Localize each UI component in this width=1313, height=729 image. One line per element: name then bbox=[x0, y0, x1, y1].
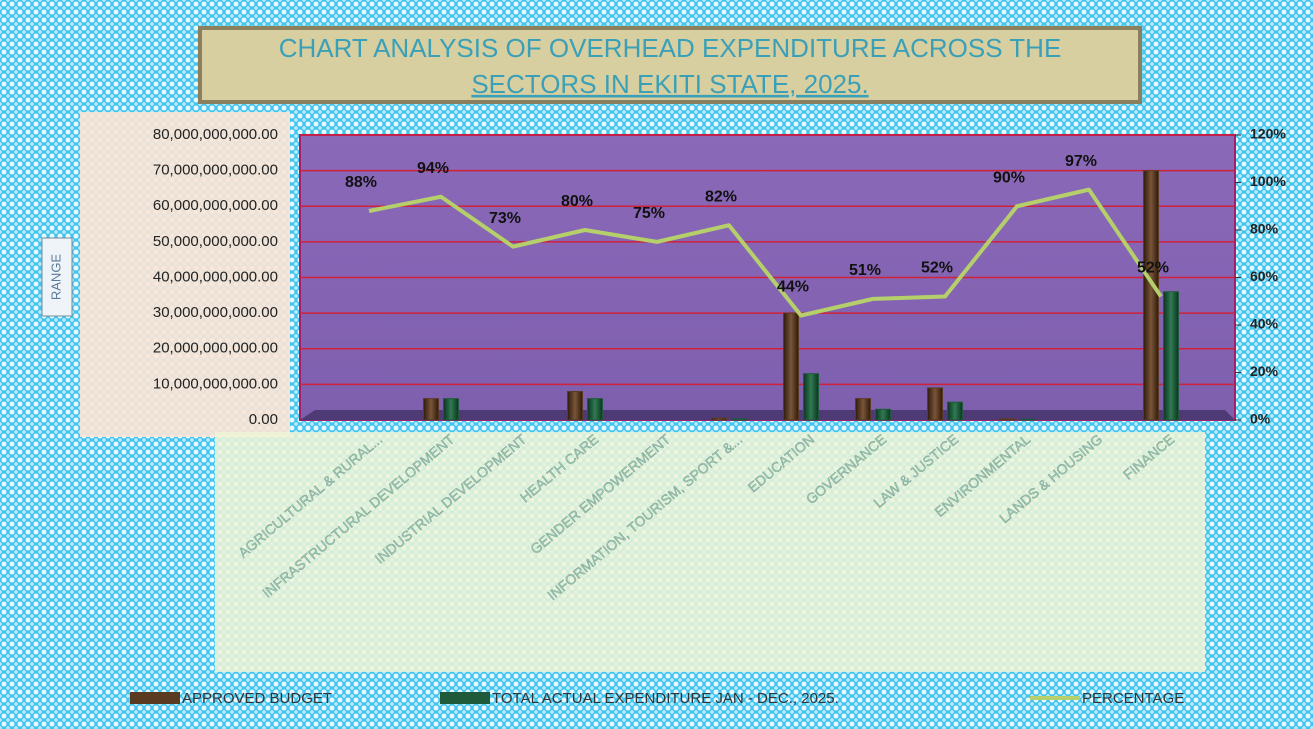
y-tick-label: 50,000,000,000.00 bbox=[153, 233, 278, 250]
bar bbox=[423, 398, 439, 421]
bar bbox=[567, 391, 583, 421]
y-tick-label: 70,000,000,000.00 bbox=[153, 162, 278, 179]
chart-title: SECTORS IN EKITI STATE, 2025. bbox=[471, 69, 868, 99]
legend-label: TOTAL ACTUAL EXPENDITURE JAN - DEC., 202… bbox=[492, 690, 839, 707]
x-label-panel bbox=[215, 432, 1205, 672]
bar bbox=[783, 312, 799, 421]
data-label: 94% bbox=[417, 160, 449, 177]
y-tick-label: 10,000,000,000.00 bbox=[153, 375, 278, 392]
bar bbox=[1019, 418, 1035, 421]
legend-label: APPROVED BUDGET bbox=[182, 690, 332, 707]
y2-tick-label: 120% bbox=[1250, 126, 1286, 142]
bar bbox=[999, 418, 1015, 421]
bar bbox=[1163, 291, 1179, 421]
chart-title: CHART ANALYSIS OF OVERHEAD EXPENDITURE A… bbox=[279, 33, 1062, 63]
bar bbox=[803, 373, 819, 421]
percentage-line bbox=[368, 187, 1163, 318]
y-tick-label: 30,000,000,000.00 bbox=[153, 304, 278, 321]
bar bbox=[711, 417, 727, 421]
data-label: 44% bbox=[777, 279, 809, 296]
y2-tick-label: 60% bbox=[1250, 268, 1279, 284]
title-box bbox=[198, 26, 1142, 104]
bar bbox=[875, 408, 891, 421]
bar bbox=[855, 398, 871, 421]
data-label: 75% bbox=[633, 205, 665, 222]
data-label: 82% bbox=[705, 188, 737, 205]
data-label: 52% bbox=[1137, 260, 1169, 277]
y-axis-panel bbox=[80, 112, 290, 437]
y2-tick-label: 20% bbox=[1250, 363, 1279, 379]
y2-tick-label: 100% bbox=[1250, 173, 1286, 189]
legend-swatch bbox=[440, 692, 490, 704]
y-axis-title-box bbox=[41, 237, 73, 317]
data-label: 80% bbox=[561, 193, 593, 210]
data-label: 73% bbox=[489, 210, 521, 227]
legend-swatch bbox=[130, 692, 180, 704]
y-tick-label: 40,000,000,000.00 bbox=[153, 268, 278, 285]
data-label: 88% bbox=[345, 174, 377, 191]
legend-label: PERCENTAGE bbox=[1082, 690, 1184, 707]
bar bbox=[443, 398, 459, 421]
data-label: 52% bbox=[921, 260, 953, 277]
bar bbox=[927, 387, 943, 421]
y-tick-label: 60,000,000,000.00 bbox=[153, 197, 278, 214]
y2-tick-label: 0% bbox=[1250, 411, 1271, 427]
legend: APPROVED BUDGET TOTAL ACTUAL EXPENDITURE … bbox=[130, 690, 1184, 707]
bar bbox=[1143, 170, 1159, 421]
bar bbox=[731, 418, 747, 421]
y-tick-label: 80,000,000,000.00 bbox=[153, 126, 278, 143]
y2-tick-label: 40% bbox=[1250, 316, 1279, 332]
bar bbox=[947, 401, 963, 421]
data-label: 90% bbox=[993, 169, 1025, 186]
bar bbox=[587, 398, 603, 421]
plot-floor bbox=[300, 410, 1235, 420]
data-label: 97% bbox=[1065, 153, 1097, 170]
y-axis-title: RANGE bbox=[48, 254, 63, 301]
data-label: 51% bbox=[849, 262, 881, 279]
y-tick-label: 0.00 bbox=[249, 411, 278, 428]
y2-tick-label: 80% bbox=[1250, 221, 1279, 237]
y-tick-label: 20,000,000,000.00 bbox=[153, 340, 278, 357]
